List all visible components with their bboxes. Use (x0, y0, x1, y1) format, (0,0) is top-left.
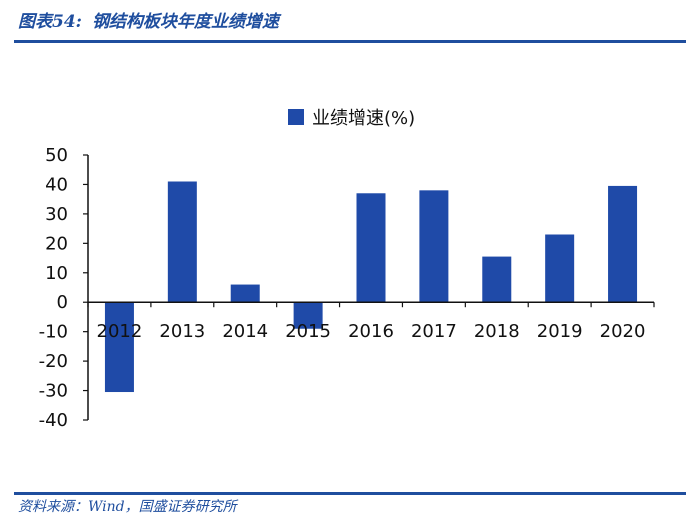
footer-rule (14, 492, 686, 495)
x-tick-label: 2020 (600, 321, 646, 342)
bar-2012 (104, 302, 134, 393)
y-tick-label: 40 (45, 174, 68, 195)
x-tick-label: 2012 (97, 321, 143, 342)
source-note: 资料来源：Wind，国盛证券研究所 (18, 499, 237, 515)
bar-2020 (608, 185, 638, 303)
y-tick-label: -40 (39, 410, 68, 431)
y-tick-label: 10 (45, 263, 68, 284)
y-tick-label: -10 (39, 322, 68, 343)
bar-2018 (482, 256, 512, 303)
x-tick-label: 2018 (474, 321, 520, 342)
y-tick-label: 0 (57, 292, 68, 313)
y-tick-label: -20 (39, 351, 68, 372)
x-tick-label: 2013 (159, 321, 205, 342)
x-tick-label: 2015 (285, 321, 331, 342)
chart-legend: 业绩增速(%) (288, 104, 415, 130)
figure-label: 图表54: (18, 12, 82, 32)
bar-2017 (419, 190, 449, 303)
legend-swatch (288, 109, 304, 125)
x-tick-label: 2017 (411, 321, 457, 342)
y-tick-label: 50 (45, 145, 68, 166)
bar-2015 (293, 302, 323, 329)
y-tick-label: 20 (45, 233, 68, 254)
y-tick-label: -30 (39, 381, 68, 402)
bar-2014 (230, 284, 260, 303)
bar-2016 (356, 193, 386, 303)
figure-title-text: 钢结构板块年度业绩增速 (91, 12, 279, 32)
y-tick-label: 30 (45, 204, 68, 225)
header-rule (14, 40, 686, 43)
figure-title: 图表54: 钢结构板块年度业绩增速 (18, 8, 684, 36)
x-tick-label: 2019 (537, 321, 583, 342)
figure-header: 图表54: 钢结构板块年度业绩增速 (18, 8, 684, 36)
legend-label: 业绩增速(%) (312, 108, 416, 129)
bar-2019 (545, 234, 575, 303)
bar-2013 (167, 181, 197, 303)
x-tick-label: 2014 (222, 321, 268, 342)
x-tick-label: 2016 (348, 321, 394, 342)
